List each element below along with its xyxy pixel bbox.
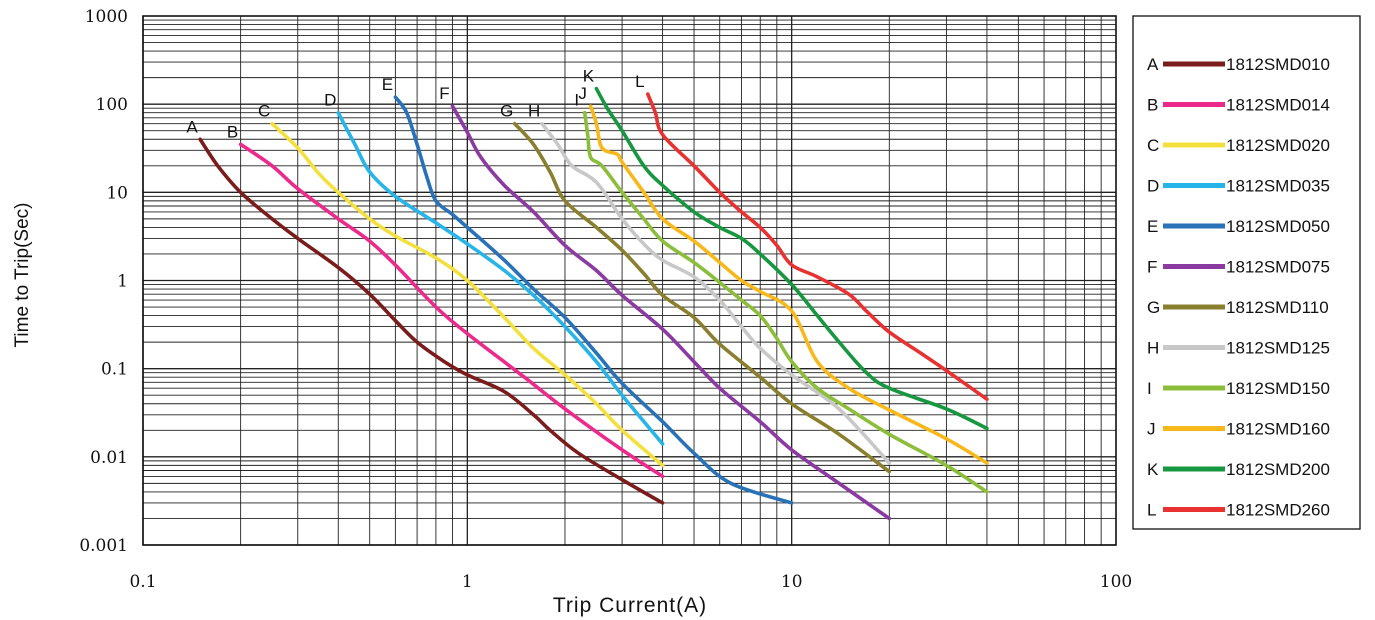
legend-letter: B <box>1147 96 1158 115</box>
curve-j <box>588 104 989 465</box>
y-tick-label: 100 <box>96 95 128 115</box>
x-tick-label: 100 <box>1100 572 1132 592</box>
curve-letter-labels: A B C D E F G H I JK L <box>186 67 644 142</box>
legend-label: 1812SMD110 <box>1226 298 1329 317</box>
curve-i <box>582 110 989 494</box>
legend-label: 1812SMD150 <box>1226 379 1330 398</box>
curve-letter-e: E <box>382 75 393 94</box>
legend-label: 1812SMD160 <box>1226 420 1330 439</box>
y-axis-ticks: 1000 100 10 1 0.1 0.01 0.001 <box>79 7 128 556</box>
legend: A 1812SMD010 B 1812SMD014 C 1812SMD020 D 1812SM… <box>1132 15 1361 530</box>
legend-letter: C <box>1147 136 1159 155</box>
legend-letter: I <box>1147 379 1152 398</box>
curve-letter-b: B <box>227 122 238 141</box>
y-axis-title: Time to Trip(Sec) <box>12 203 33 348</box>
curve-letter-d: D <box>324 91 336 110</box>
legend-letter: L <box>1147 501 1156 520</box>
curve-letter-f: F <box>439 84 449 103</box>
legend-label: 1812SMD020 <box>1226 136 1330 155</box>
legend-letter: D <box>1147 177 1159 196</box>
curve-f <box>450 104 892 521</box>
curve-b <box>238 142 665 479</box>
curve-letter-c: C <box>258 102 270 121</box>
legend-letter: E <box>1147 217 1158 236</box>
curve-letter-g: G <box>500 102 513 121</box>
curve-k <box>594 86 989 431</box>
x-axis-title: Trip Current(A) <box>553 594 707 617</box>
x-axis-ticks: 0.1 1 10 100 <box>129 572 1132 592</box>
curve-letter-j: J <box>578 84 587 103</box>
curve-c <box>270 121 665 468</box>
legend-letter: A <box>1147 55 1159 74</box>
legend-letter: G <box>1147 298 1160 317</box>
y-tick-label: 0.1 <box>101 360 128 380</box>
plot-frame <box>142 15 1117 546</box>
y-tick-label: 1 <box>117 272 128 292</box>
legend-label: 1812SMD010 <box>1226 55 1330 74</box>
x-tick-label: 0.1 <box>129 572 156 592</box>
legend-label: 1812SMD260 <box>1226 501 1330 520</box>
curve-a <box>198 137 665 505</box>
curve-letter-l: L <box>635 72 644 91</box>
curve-letter-i: I <box>574 91 579 110</box>
plot-grid <box>142 15 1117 546</box>
y-tick-label: 0.01 <box>90 448 128 468</box>
curve-h <box>540 121 892 465</box>
curve-letter-k: K <box>583 67 595 86</box>
curve-letter-a: A <box>186 117 198 136</box>
x-tick-label: 1 <box>462 572 473 592</box>
legend-box <box>1132 15 1361 530</box>
curve-d <box>336 110 665 446</box>
legend-label: 1812SMD050 <box>1226 217 1330 236</box>
y-tick-label: 0.001 <box>79 536 128 556</box>
legend-letter: J <box>1147 420 1156 439</box>
curve-e <box>393 95 794 505</box>
legend-letter: K <box>1147 460 1159 479</box>
plot-curves <box>198 86 989 521</box>
legend-label: 1812SMD200 <box>1226 460 1330 479</box>
curve-l <box>646 92 989 401</box>
y-tick-label: 10 <box>106 183 128 203</box>
legend-letter: F <box>1147 258 1157 277</box>
curve-g <box>512 121 892 474</box>
legend-label: 1812SMD125 <box>1226 339 1330 358</box>
legend-letter: H <box>1147 339 1159 358</box>
legend-label: 1812SMD075 <box>1226 258 1330 277</box>
legend-label: 1812SMD035 <box>1226 177 1330 196</box>
y-tick-label: 1000 <box>85 7 128 27</box>
legend-label: 1812SMD014 <box>1226 96 1330 115</box>
curve-letter-h: H <box>528 102 540 121</box>
x-tick-label: 10 <box>781 572 803 592</box>
